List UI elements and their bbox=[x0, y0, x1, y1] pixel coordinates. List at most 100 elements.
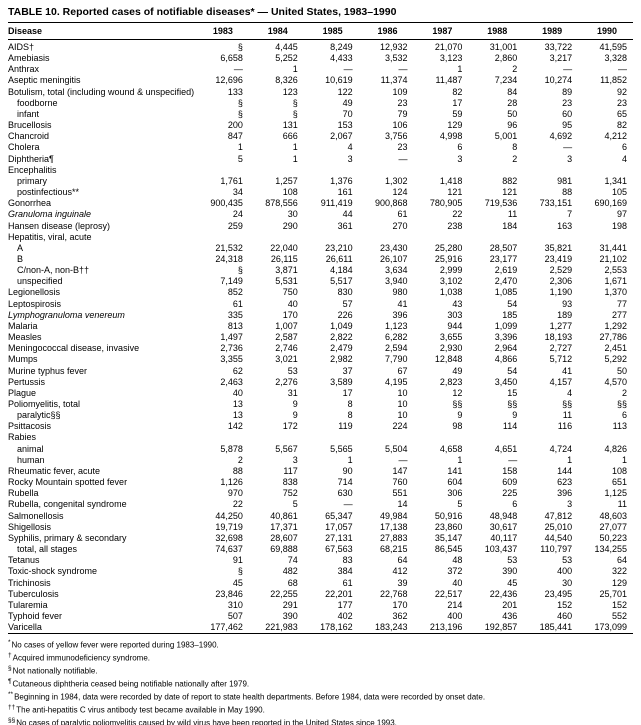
case-count: 11,852 bbox=[600, 75, 627, 86]
case-count: 53 bbox=[562, 555, 573, 566]
case-count bbox=[578, 232, 633, 243]
footnote-symbol: ** bbox=[8, 691, 14, 699]
table-row: unspecified 7,149 5,531 5,517 3,940 3,102 2,47… bbox=[8, 276, 633, 287]
column-header-year: 1986 bbox=[358, 22, 414, 40]
case-count: 177 bbox=[337, 599, 353, 610]
case-count: 3,021 bbox=[275, 354, 298, 365]
case-count: 41 bbox=[397, 298, 408, 309]
case-count: 604 bbox=[447, 477, 463, 488]
disease-label: AIDS† bbox=[8, 42, 35, 52]
case-count: 77 bbox=[616, 298, 627, 309]
case-count: 23 bbox=[397, 142, 408, 153]
case-count: 62 bbox=[232, 365, 243, 376]
case-count: 185,441 bbox=[539, 622, 573, 633]
case-count: 2,746 bbox=[275, 343, 298, 354]
case-count: 1 bbox=[292, 153, 298, 164]
case-count: 22,436 bbox=[489, 588, 518, 599]
case-count: 3,532 bbox=[384, 53, 408, 64]
table-row: Tetanus 91 74 83 64 48 53 53 64 bbox=[8, 555, 633, 566]
case-count: 49 bbox=[452, 365, 463, 376]
case-count: 17 bbox=[452, 97, 463, 108]
case-count: 26,611 bbox=[325, 253, 353, 264]
column-header-year: 1987 bbox=[413, 22, 469, 40]
disease-label: Rheumatic fever, acute bbox=[8, 465, 101, 476]
case-count bbox=[194, 232, 249, 243]
footnote-symbol: †† bbox=[8, 704, 16, 712]
case-count: 3 bbox=[567, 153, 573, 164]
case-count: 384 bbox=[337, 566, 353, 577]
case-count: 178,162 bbox=[320, 622, 353, 633]
case-count: 2,067 bbox=[330, 131, 353, 142]
case-count: 259 bbox=[227, 220, 243, 231]
case-count: 6 bbox=[621, 142, 627, 153]
case-count: 666 bbox=[282, 131, 298, 142]
case-count: 214 bbox=[447, 599, 463, 610]
table-row: Rabies bbox=[8, 432, 633, 443]
case-count: 54 bbox=[507, 365, 518, 376]
case-count: 270 bbox=[392, 220, 408, 231]
case-count: 74 bbox=[287, 555, 298, 566]
case-count: 5,531 bbox=[275, 276, 298, 287]
disease-label: Aseptic meningitis bbox=[8, 75, 81, 86]
disease-label: Syphilis, primary & secondary bbox=[8, 532, 127, 543]
case-count: 1,341 bbox=[604, 175, 627, 186]
case-count: 3,102 bbox=[439, 276, 463, 287]
case-count bbox=[359, 232, 414, 243]
case-count: 4,184 bbox=[330, 265, 353, 276]
case-count: 3,634 bbox=[384, 265, 408, 276]
case-count: 4,433 bbox=[330, 53, 353, 64]
disease-label: Rubella bbox=[8, 488, 39, 499]
case-count: 4 bbox=[347, 142, 353, 153]
case-count: 95 bbox=[562, 120, 573, 131]
case-count: 3,123 bbox=[439, 53, 463, 64]
case-count: 201 bbox=[502, 599, 518, 610]
table-row: foodborne § § 49 23 17 28 23 23 bbox=[8, 98, 633, 109]
case-count: 7,790 bbox=[384, 354, 408, 365]
case-count: 1,123 bbox=[384, 320, 408, 331]
case-count: 322 bbox=[611, 566, 627, 577]
case-count: 17,371 bbox=[270, 521, 298, 532]
case-count: 23,846 bbox=[215, 588, 243, 599]
case-count: 12,932 bbox=[379, 42, 408, 52]
table-row: animal 5,878 5,567 5,565 5,504 4,658 4,651 4,72… bbox=[8, 444, 633, 455]
case-count: 200 bbox=[227, 120, 243, 131]
disease-label: Anthrax bbox=[8, 64, 40, 75]
footnote-text: The anti-hepatitis C virus antibody test… bbox=[16, 705, 265, 715]
case-count bbox=[468, 432, 523, 443]
case-count: 27,786 bbox=[599, 332, 627, 343]
case-count: 8,249 bbox=[330, 42, 353, 52]
case-count: — bbox=[398, 64, 408, 75]
case-count: 813 bbox=[227, 320, 243, 331]
case-count: — bbox=[563, 142, 573, 153]
disease-label: animal bbox=[17, 443, 44, 454]
case-count bbox=[468, 232, 523, 243]
case-count: 2,463 bbox=[220, 376, 243, 387]
table-row: Pertussis 2,463 2,276 3,589 4,195 2,823 3,450 4… bbox=[8, 377, 633, 388]
case-count: 21,102 bbox=[599, 253, 627, 264]
disease-label: paralytic§§ bbox=[17, 410, 61, 421]
case-count bbox=[194, 432, 249, 443]
disease-label: Psittacosis bbox=[8, 421, 52, 432]
case-count bbox=[523, 165, 578, 176]
disease-label: foodborne bbox=[17, 97, 58, 108]
case-count: 123 bbox=[282, 86, 298, 97]
case-count: 2,619 bbox=[494, 265, 518, 276]
case-count: 609 bbox=[502, 477, 518, 488]
footnote: §Not nationally notifiable. bbox=[8, 664, 633, 677]
case-count: 67,563 bbox=[325, 544, 353, 555]
disease-label: Shigellosis bbox=[8, 521, 52, 532]
case-count: — bbox=[233, 64, 243, 75]
case-count: 47,812 bbox=[544, 510, 573, 521]
case-count: § bbox=[237, 97, 243, 108]
case-count: 192,857 bbox=[484, 622, 518, 633]
case-count: 2,276 bbox=[275, 376, 298, 387]
case-count: 361 bbox=[337, 220, 353, 231]
case-count: 53 bbox=[507, 555, 518, 566]
case-count: 17,057 bbox=[325, 521, 353, 532]
case-count: 22 bbox=[452, 209, 463, 220]
case-count: § bbox=[237, 566, 243, 577]
case-count: 26,115 bbox=[270, 253, 298, 264]
disease-label: Plague bbox=[8, 387, 37, 398]
case-count: 310 bbox=[227, 599, 243, 610]
case-count: 335 bbox=[227, 309, 243, 320]
